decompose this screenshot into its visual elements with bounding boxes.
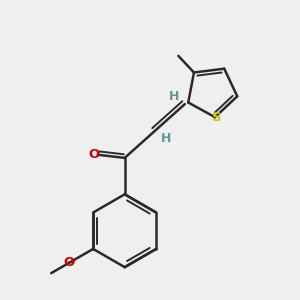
Text: O: O <box>88 148 100 161</box>
Text: O: O <box>63 256 75 269</box>
Text: H: H <box>169 90 179 103</box>
Text: S: S <box>212 111 221 124</box>
Text: H: H <box>160 132 171 146</box>
